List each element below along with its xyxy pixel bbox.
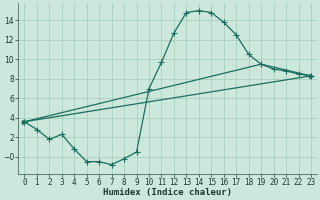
X-axis label: Humidex (Indice chaleur): Humidex (Indice chaleur)	[103, 188, 232, 197]
